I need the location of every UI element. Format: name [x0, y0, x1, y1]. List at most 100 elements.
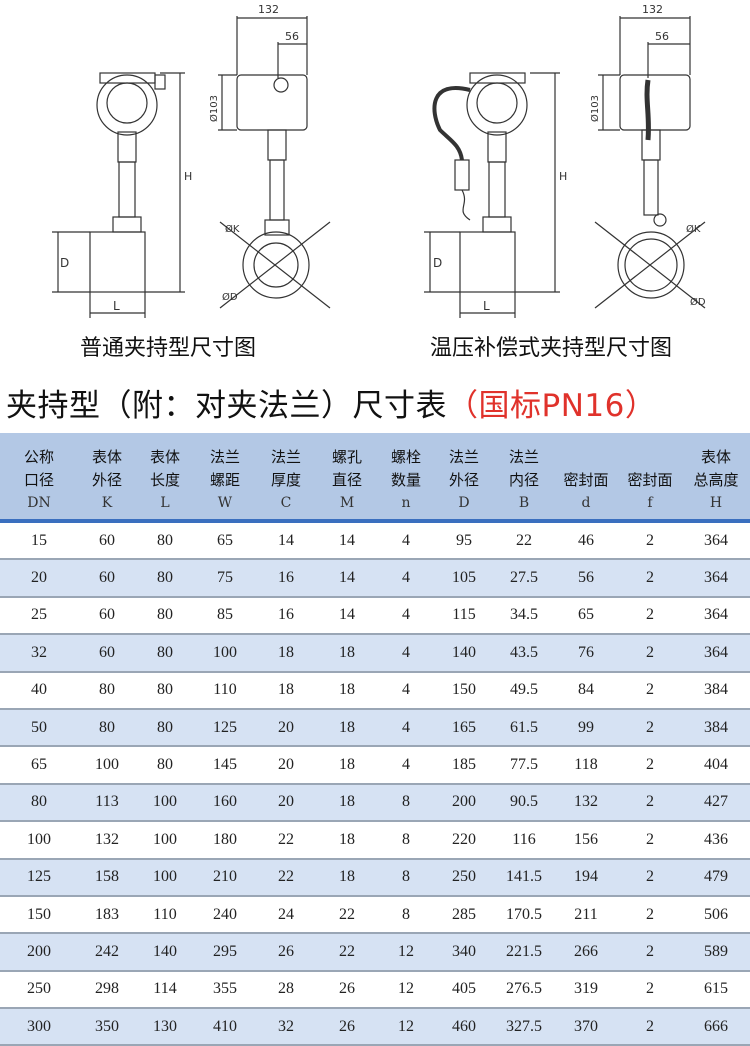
dim-height: H	[559, 170, 567, 183]
table-row: 20 60 80 75 16 14 4 105 27.5 56 2 364	[0, 559, 750, 598]
table-cell: 384	[682, 671, 750, 710]
table-cell: 26	[316, 1008, 378, 1046]
table-cell: 2	[618, 746, 682, 785]
table-cell: 80	[136, 708, 194, 748]
dim-body-dia: D	[60, 256, 69, 270]
table-cell: 250	[434, 858, 494, 897]
table-cell: 200	[434, 783, 494, 823]
table-cell: 2	[618, 671, 682, 710]
header-line1: 法兰	[209, 448, 240, 466]
housing-port	[273, 77, 289, 93]
table-cell: 18	[316, 746, 378, 785]
header-line2: 密封面	[627, 471, 673, 489]
header-line1: 表体	[149, 448, 180, 466]
table-cell: 364	[682, 634, 750, 673]
column-header: 法兰 外径 D	[434, 433, 494, 523]
header-line1	[554, 446, 618, 469]
table-cell: 114	[136, 970, 194, 1010]
table-cell: 18	[316, 634, 378, 673]
table-cell: 110	[194, 671, 256, 710]
dim-offset: 56	[285, 30, 299, 43]
table-cell: 242	[78, 933, 136, 972]
caption-standard: 普通夹持型尺寸图	[80, 336, 257, 361]
cable-gland	[154, 74, 166, 90]
table-cell: 100	[194, 634, 256, 673]
table-cell: 77.5	[494, 746, 554, 785]
table-cell: 150	[0, 895, 78, 935]
table-cell: 8	[378, 895, 434, 935]
table-cell: 22	[316, 933, 378, 972]
table-cell: 14	[316, 559, 378, 598]
table-cell: 8	[378, 821, 434, 860]
header-symbol: DN	[27, 495, 51, 511]
table-cell: 427	[682, 783, 750, 823]
header-line1: 法兰	[270, 448, 301, 466]
header-symbol: C	[280, 495, 292, 511]
table-cell: 110	[136, 895, 194, 935]
table-cell: 2	[618, 521, 682, 561]
table-cell: 2	[618, 821, 682, 860]
header-symbol: M	[339, 495, 355, 511]
table-cell: 4	[378, 746, 434, 785]
table-cell: 100	[0, 821, 78, 860]
table-cell: 14	[316, 596, 378, 636]
header-symbol: K	[101, 495, 113, 511]
table-cell: 185	[434, 746, 494, 785]
table-cell: 40	[0, 671, 78, 710]
table-cell: 14	[316, 521, 378, 561]
table-header: 公称 口径 DN 表体 外径 K 表体 长度 L 法兰 螺距 W 法兰 厚度 C 螺孔 直径 M 螺栓 数量 n 法兰 外径…	[0, 433, 750, 523]
table-cell: 125	[194, 708, 256, 748]
header-symbol: D	[458, 495, 470, 511]
table-cell: 8	[378, 858, 434, 897]
table-cell: 80	[78, 708, 136, 748]
header-line1: 螺孔	[331, 448, 362, 466]
column-header: 法兰 厚度 C	[256, 433, 316, 523]
table-cell: 2	[618, 596, 682, 636]
table-cell: 60	[78, 596, 136, 636]
dim-flange-d: ØD	[690, 296, 706, 308]
table-cell: 18	[316, 708, 378, 748]
table-cell: 80	[136, 634, 194, 673]
header-line2: 螺距	[209, 471, 240, 489]
table-cell: 194	[554, 858, 618, 897]
table-cell: 506	[682, 895, 750, 935]
table-cell: 615	[682, 970, 750, 1010]
compensated-clamp-drawing: 132 56 Ø103 H D L ØK ØD	[424, 3, 706, 318]
table-cell: 26	[256, 933, 316, 972]
table-cell: 220	[434, 821, 494, 860]
dim-housing-dia: Ø103	[589, 95, 601, 122]
table-row: 300 350 130 410 32 26 12 460 327.5 370 2 666	[0, 1008, 750, 1046]
dim-length: L	[113, 299, 120, 313]
header-line1: 表体	[91, 448, 122, 466]
table-cell: 140	[136, 933, 194, 972]
table-cell: 32	[0, 634, 78, 673]
table-cell: 2	[618, 559, 682, 598]
table-cell: 158	[78, 858, 136, 897]
table-cell: 266	[554, 933, 618, 972]
table-cell: 115	[434, 596, 494, 636]
table-cell: 2	[618, 895, 682, 935]
dim-k: ØK	[686, 223, 701, 235]
table-cell: 20	[0, 559, 78, 598]
table-cell: 364	[682, 559, 750, 598]
table-cell: 80	[136, 521, 194, 561]
table-cell: 355	[194, 970, 256, 1010]
table-cell: 80	[136, 671, 194, 710]
table-cell: 27.5	[494, 559, 554, 598]
table-cell: 20	[256, 783, 316, 823]
table-row: 100 132 100 180 22 18 8 220 116 156 2 436	[0, 821, 750, 860]
table-cell: 2	[618, 933, 682, 972]
table-cell: 85	[194, 596, 256, 636]
column-header: 密封面 d	[554, 433, 618, 523]
table-cell: 436	[682, 821, 750, 860]
table-cell: 4	[378, 634, 434, 673]
dim-k: ØK	[225, 223, 240, 235]
header-line1: 表体	[700, 448, 731, 466]
table-cell: 410	[194, 1008, 256, 1046]
table-row: 250 298 114 355 28 26 12 405 276.5 319 2 615	[0, 970, 750, 1010]
table-cell: 100	[136, 783, 194, 823]
table-cell: 200	[0, 933, 78, 972]
table-cell: 49.5	[494, 671, 554, 710]
table-cell: 221.5	[494, 933, 554, 972]
